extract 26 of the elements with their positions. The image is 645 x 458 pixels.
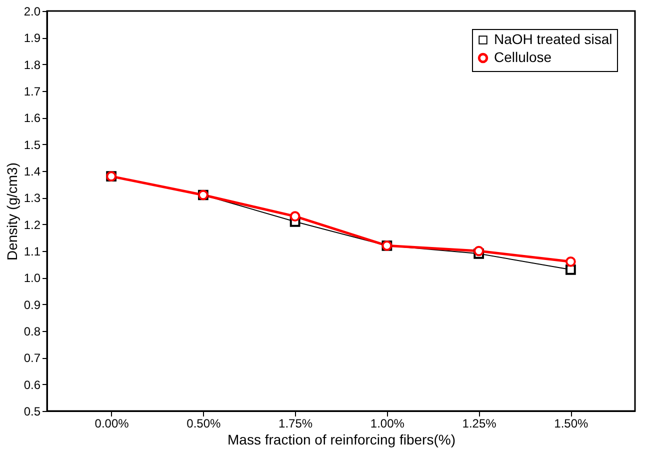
y-tick-label: 1.0: [24, 271, 41, 286]
y-tick-label: 1.5: [24, 138, 41, 152]
y-tick-label: 2.0: [24, 4, 41, 18]
y-tick-label: 1.7: [24, 84, 41, 98]
x-tick-label: 1.75%: [278, 416, 313, 430]
x-tick-label: 0.00%: [94, 416, 130, 430]
y-tick-label: 0.7: [24, 351, 41, 366]
y-axis-title: Density (g/cm3): [4, 162, 20, 261]
y-tick-label: 1.9: [24, 31, 41, 46]
legend-label: NaOH treated sisal: [494, 31, 612, 47]
x-tick-label: 1.25%: [462, 416, 497, 430]
y-tick-label: 1.6: [24, 111, 41, 126]
y-tick-label: 1.1: [24, 244, 41, 258]
y-tick-label: 0.5: [24, 404, 41, 418]
x-tick-label: 1.00%: [370, 416, 405, 430]
y-tick-label: 1.4: [24, 164, 41, 178]
legend-label: Cellulose: [494, 49, 552, 65]
y-tick-label: 1.8: [24, 58, 41, 72]
y-tick-label: 1.3: [24, 191, 41, 206]
y-tick-label: 0.6: [24, 378, 41, 392]
y-tick-label: 0.8: [24, 324, 41, 338]
x-tick-label: 1.50%: [554, 416, 589, 430]
y-tick-label: 1.2: [24, 218, 41, 232]
y-tick-label: 0.9: [24, 298, 41, 312]
x-axis-title: Mass fraction of reinforcing fibers(%): [228, 432, 456, 448]
x-tick-label: 0.50%: [186, 416, 222, 430]
